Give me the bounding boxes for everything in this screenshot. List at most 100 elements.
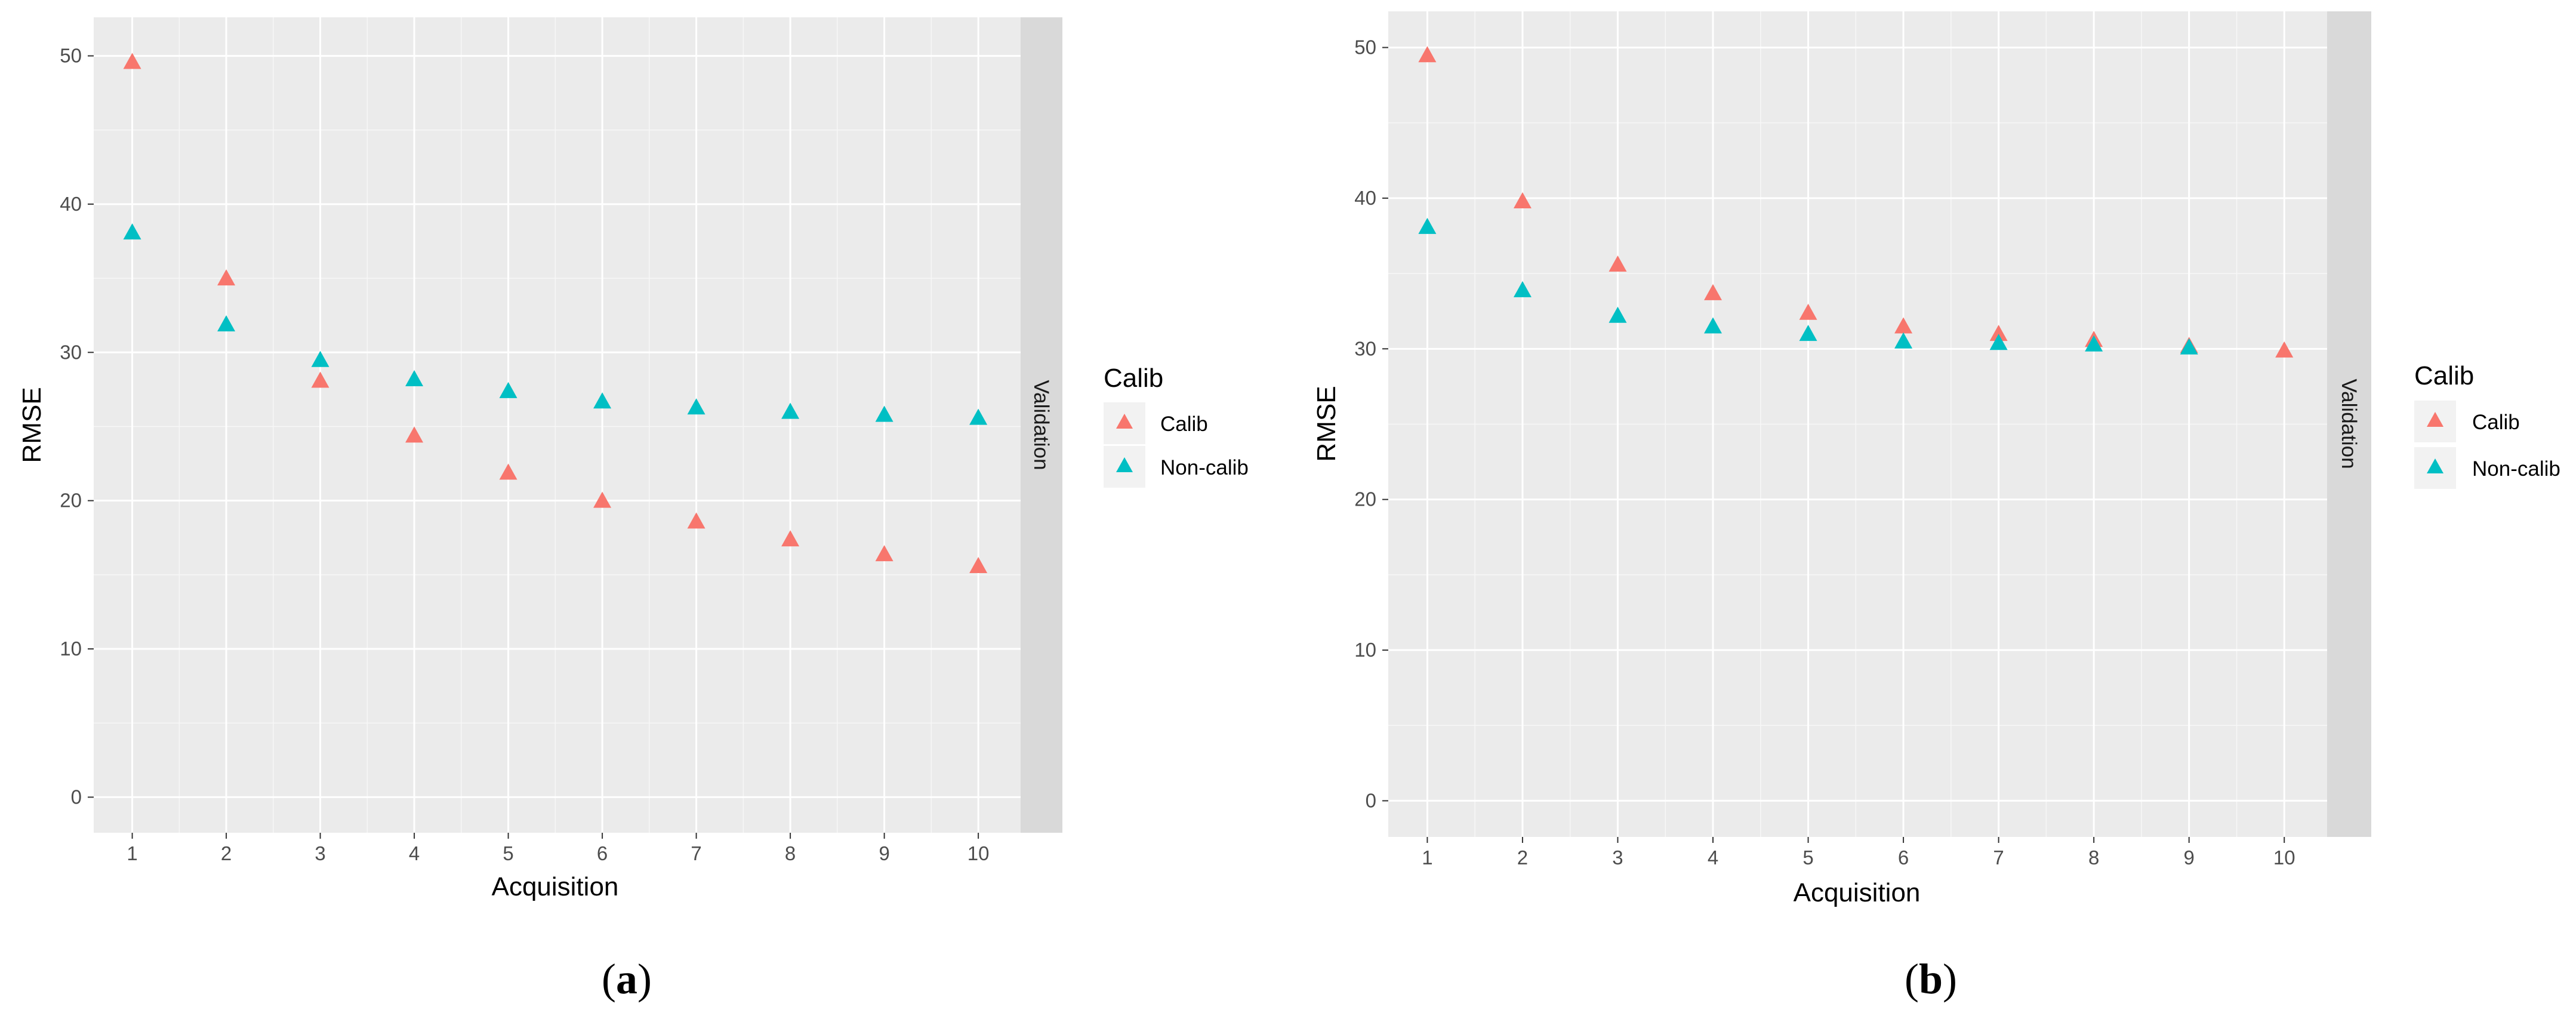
x-tick-label: 3 [1612,846,1623,869]
plot-background [94,17,1021,833]
y-tick-label: 40 [60,193,82,215]
data-point-non-calib [405,370,424,387]
x-tick-label: 8 [2088,846,2099,869]
x-axis-ticks: 1 2 3 4 5 6 7 8 9 10 [1422,837,2295,869]
y-tick-label: 10 [60,638,82,660]
data-point-non-calib [1799,325,1817,341]
y-axis-title: RMSE [1312,386,1341,461]
series-non-calib [1418,217,2198,355]
x-tick-label: 2 [221,842,232,864]
legend-label-calib: Calib [1160,412,1208,436]
data-point-calib [593,491,612,508]
major-gridlines [94,17,1021,833]
legend-marker-non-calib [1116,457,1133,472]
facet-strip [1021,17,1062,833]
facet-strip-label: Validation [2337,378,2361,469]
data-point-calib [1894,317,1913,334]
data-point-calib [1989,325,2008,341]
y-tick-label: 10 [1354,639,1376,661]
y-tick-label: 40 [1354,187,1376,209]
x-axis-title: Acquisition [492,872,619,901]
data-point-calib [405,426,424,443]
legend: Calib Calib Non-calib [2414,361,2560,489]
data-point-calib [217,269,236,286]
x-tick-label: 10 [967,842,990,864]
y-tick-label: 30 [1354,337,1376,359]
data-point-non-calib [1989,334,2008,350]
data-point-non-calib [1704,317,1723,334]
data-point-non-calib [1894,332,1913,349]
y-axis-ticks: 0 10 20 30 40 50 [60,45,94,808]
series-non-calib [123,223,988,425]
data-point-non-calib [123,223,141,240]
panel-caption: (b) [1905,955,1957,1003]
y-tick-label: 20 [60,490,82,512]
legend-title: Calib [2414,361,2474,390]
legend-marker-calib [2427,412,2443,427]
data-point-non-calib [1513,281,1532,297]
minor-gridlines [1388,11,2327,837]
y-tick-label: 50 [60,45,82,67]
data-point-non-calib [499,381,517,398]
legend-label-non-calib: Non-calib [1160,456,1249,479]
data-point-calib [499,463,517,480]
x-tick-label: 9 [2183,846,2194,869]
data-point-calib [969,556,988,573]
minor-gridlines [94,17,1021,833]
data-point-non-calib [311,350,329,367]
data-point-calib [1609,255,1627,272]
x-tick-label: 6 [597,842,608,864]
y-axis-ticks: 0 10 20 30 40 50 [1354,36,1388,811]
x-tick-label: 4 [1708,846,1718,869]
legend-title: Calib [1104,364,1163,393]
x-tick-label: 1 [127,842,137,864]
data-point-calib [1704,284,1723,300]
legend: Calib Calib Non-calib [1104,364,1249,488]
y-axis-title: RMSE [17,387,47,463]
data-point-calib [1799,303,1817,320]
data-point-non-calib [1418,217,1437,234]
data-point-calib [781,530,800,547]
data-point-calib [311,371,329,388]
x-tick-label: 6 [1898,846,1909,869]
data-point-non-calib [593,392,612,409]
data-point-calib [687,512,705,529]
x-tick-label: 2 [1517,846,1528,869]
major-gridlines [1388,11,2327,837]
x-tick-label: 9 [879,842,889,864]
x-tick-label: 7 [691,842,701,864]
legend-marker-calib [1116,414,1133,429]
x-axis-ticks: 1 2 3 4 5 6 7 8 9 10 [127,833,989,864]
data-point-calib [123,53,141,69]
facet-strip [2327,11,2371,837]
series-calib [123,53,988,573]
y-tick-label: 30 [60,341,82,363]
data-point-non-calib [2180,338,2198,355]
data-point-non-calib [969,408,988,425]
legend-label-non-calib: Non-calib [2472,457,2560,481]
y-tick-label: 50 [1354,36,1376,59]
data-point-non-calib [1609,306,1627,323]
x-tick-label: 7 [1993,846,2004,869]
x-tick-label: 3 [315,842,325,864]
data-point-calib [2275,341,2294,358]
x-tick-label: 4 [409,842,420,864]
legend-marker-non-calib [2427,458,2443,473]
x-tick-label: 5 [503,842,513,864]
data-point-calib [1418,46,1437,63]
x-tick-label: 1 [1422,846,1432,869]
data-point-calib [1513,192,1532,208]
data-point-non-calib [217,315,236,332]
data-point-calib [875,545,893,562]
legend-label-calib: Calib [2472,411,2520,434]
x-axis-title: Acquisition [1794,878,1921,907]
facet-strip-label: Validation [1030,380,1053,470]
data-point-non-calib [687,398,705,415]
data-point-non-calib [781,402,800,419]
x-tick-label: 5 [1802,846,1813,869]
x-tick-label: 10 [2273,846,2295,869]
panel-caption: (a) [602,955,652,1003]
y-tick-label: 0 [71,786,82,808]
